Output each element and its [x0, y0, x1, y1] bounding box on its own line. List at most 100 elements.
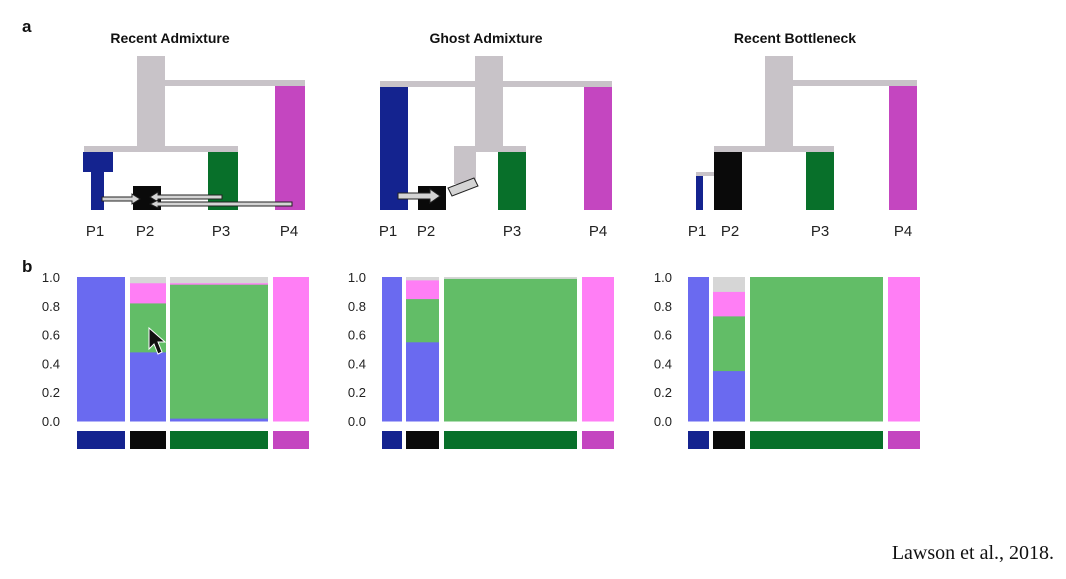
y-tick-label: 1.0	[42, 270, 60, 285]
population-color-strip	[170, 431, 268, 449]
y-tick-label: 0.0	[42, 414, 60, 429]
population-color-strip	[130, 431, 166, 449]
pop-p1-branch	[83, 152, 113, 210]
y-tick-label: 0.2	[654, 385, 672, 400]
pop-label-p1: P1	[86, 223, 104, 240]
admixture-chart: 0.0 0.2 0.4 0.6 0.8 1.0	[42, 270, 309, 449]
pop-p4-branch	[584, 87, 612, 210]
ancestry-bar-segment	[130, 277, 166, 284]
y-tick-label: 0.2	[42, 385, 60, 400]
y-tick-label: 0.2	[348, 385, 366, 400]
ancestry-bar-segment	[444, 277, 577, 279]
tree-branch-p1	[696, 172, 714, 176]
tree-root-trunk	[475, 56, 503, 148]
admixture-chart: 0.0 0.2 0.4 0.6 0.8 1.0	[348, 270, 614, 449]
population-color-strip	[888, 431, 920, 449]
y-tick-label: 0.4	[42, 356, 60, 371]
pop-p3-branch	[498, 152, 526, 210]
ancestry-bar-segment	[273, 277, 309, 422]
pop-p1-branch	[380, 87, 408, 210]
admixture-arrow-p4-to-p2	[148, 199, 293, 209]
tree-branch-p4	[165, 80, 305, 86]
pop-label-p1: P1	[379, 223, 397, 240]
ancestry-bar-segment	[170, 284, 268, 419]
pop-label-p4: P4	[280, 223, 298, 240]
ancestry-bar-segment	[130, 351, 166, 422]
ancestry-bar-segment	[406, 341, 439, 422]
ancestry-bar-segment	[713, 277, 745, 292]
tree-recent-admixture: Recent Admixture P1 P2 P3 P4	[83, 30, 305, 240]
pop-label-p3: P3	[811, 223, 829, 240]
y-tick-label: 0.8	[42, 299, 60, 314]
ancestry-bar-segment	[77, 277, 125, 422]
population-color-strip	[688, 431, 709, 449]
admixture-chart: 0.0 0.2 0.4 0.6 0.8 1.0	[654, 270, 920, 449]
tree-ghost-admixture: Ghost Admixture P1 P2 P3 P4	[379, 30, 612, 240]
ancestry-bar-segment	[444, 278, 577, 422]
population-color-strip	[713, 431, 745, 449]
pop-label-p1: P1	[688, 223, 706, 240]
admixture-arrow-ghost-to-p2	[447, 177, 479, 197]
pop-p4-branch	[889, 86, 917, 210]
tree-title: Ghost Admixture	[429, 30, 542, 46]
pop-p4-branch	[275, 86, 305, 210]
y-tick-label: 0.6	[348, 328, 366, 343]
population-color-strip	[444, 431, 577, 449]
population-color-strip	[406, 431, 439, 449]
pop-p2-branch	[714, 152, 742, 210]
ancestry-bar-segment	[406, 279, 439, 300]
y-tick-label: 0.6	[42, 328, 60, 343]
ancestry-bar-segment	[170, 418, 268, 422]
pop-label-p2: P2	[136, 223, 154, 240]
pop-p3-branch	[806, 152, 834, 210]
ancestry-bar-segment	[688, 277, 709, 422]
ancestry-bar-segment	[888, 277, 920, 422]
ancestry-bar-segment	[750, 277, 883, 422]
ancestry-bar-segment	[170, 277, 268, 284]
y-tick-label: 0.0	[348, 414, 366, 429]
population-color-strip	[77, 431, 125, 449]
population-color-strip	[750, 431, 883, 449]
tree-recent-bottleneck: Recent Bottleneck P1 P2 P3 P4	[688, 30, 917, 240]
pop-label-p4: P4	[589, 223, 607, 240]
ancestry-bar-segment	[713, 315, 745, 372]
admixture-charts: 0.00.20.40.60.81.00.00.20.40.60.81.00.00…	[42, 270, 920, 449]
tree-root-trunk	[137, 56, 165, 148]
y-tick-label: 0.8	[348, 299, 366, 314]
y-tick-label: 1.0	[654, 270, 672, 285]
pop-label-p3: P3	[212, 223, 230, 240]
y-tick-label: 0.4	[348, 356, 366, 371]
pop-label-p2: P2	[721, 223, 739, 240]
tree-branch-p2-p3	[454, 146, 526, 152]
population-color-strip	[382, 431, 402, 449]
y-tick-label: 0.0	[654, 414, 672, 429]
ancestry-bar-segment	[713, 291, 745, 317]
tree-root-trunk	[765, 56, 793, 148]
pop-label-p3: P3	[503, 223, 521, 240]
tree-branch-p2-p3	[714, 146, 834, 152]
pop-label-p4: P4	[894, 223, 912, 240]
citation: Lawson et al., 2018.	[891, 542, 1054, 564]
y-tick-label: 0.4	[654, 356, 672, 371]
pop-p1-branch	[696, 176, 703, 210]
tree-branch-p4	[793, 80, 917, 86]
y-tick-label: 0.6	[654, 328, 672, 343]
population-color-strip	[582, 431, 614, 449]
ancestry-bar-segment	[130, 282, 166, 304]
population-color-strip	[273, 431, 309, 449]
y-tick-label: 0.8	[654, 299, 672, 314]
ancestry-bar-segment	[713, 370, 745, 422]
panel-a-letter: a	[22, 17, 32, 36]
tree-title: Recent Bottleneck	[734, 30, 856, 46]
ancestry-bar-segment	[582, 277, 614, 422]
ancestry-bar-segment	[406, 298, 439, 343]
ancestry-bar-segment	[382, 277, 402, 422]
tree-branch-p1-p2-p3	[84, 146, 238, 152]
ancestry-bar-segment	[170, 282, 268, 285]
admixture-arrow-p1-to-p2	[101, 193, 141, 205]
tree-branch-top	[380, 81, 612, 87]
panel-b-letter: b	[22, 257, 32, 276]
pop-p3-branch	[208, 152, 238, 210]
ghost-lineage-branch	[454, 146, 476, 184]
